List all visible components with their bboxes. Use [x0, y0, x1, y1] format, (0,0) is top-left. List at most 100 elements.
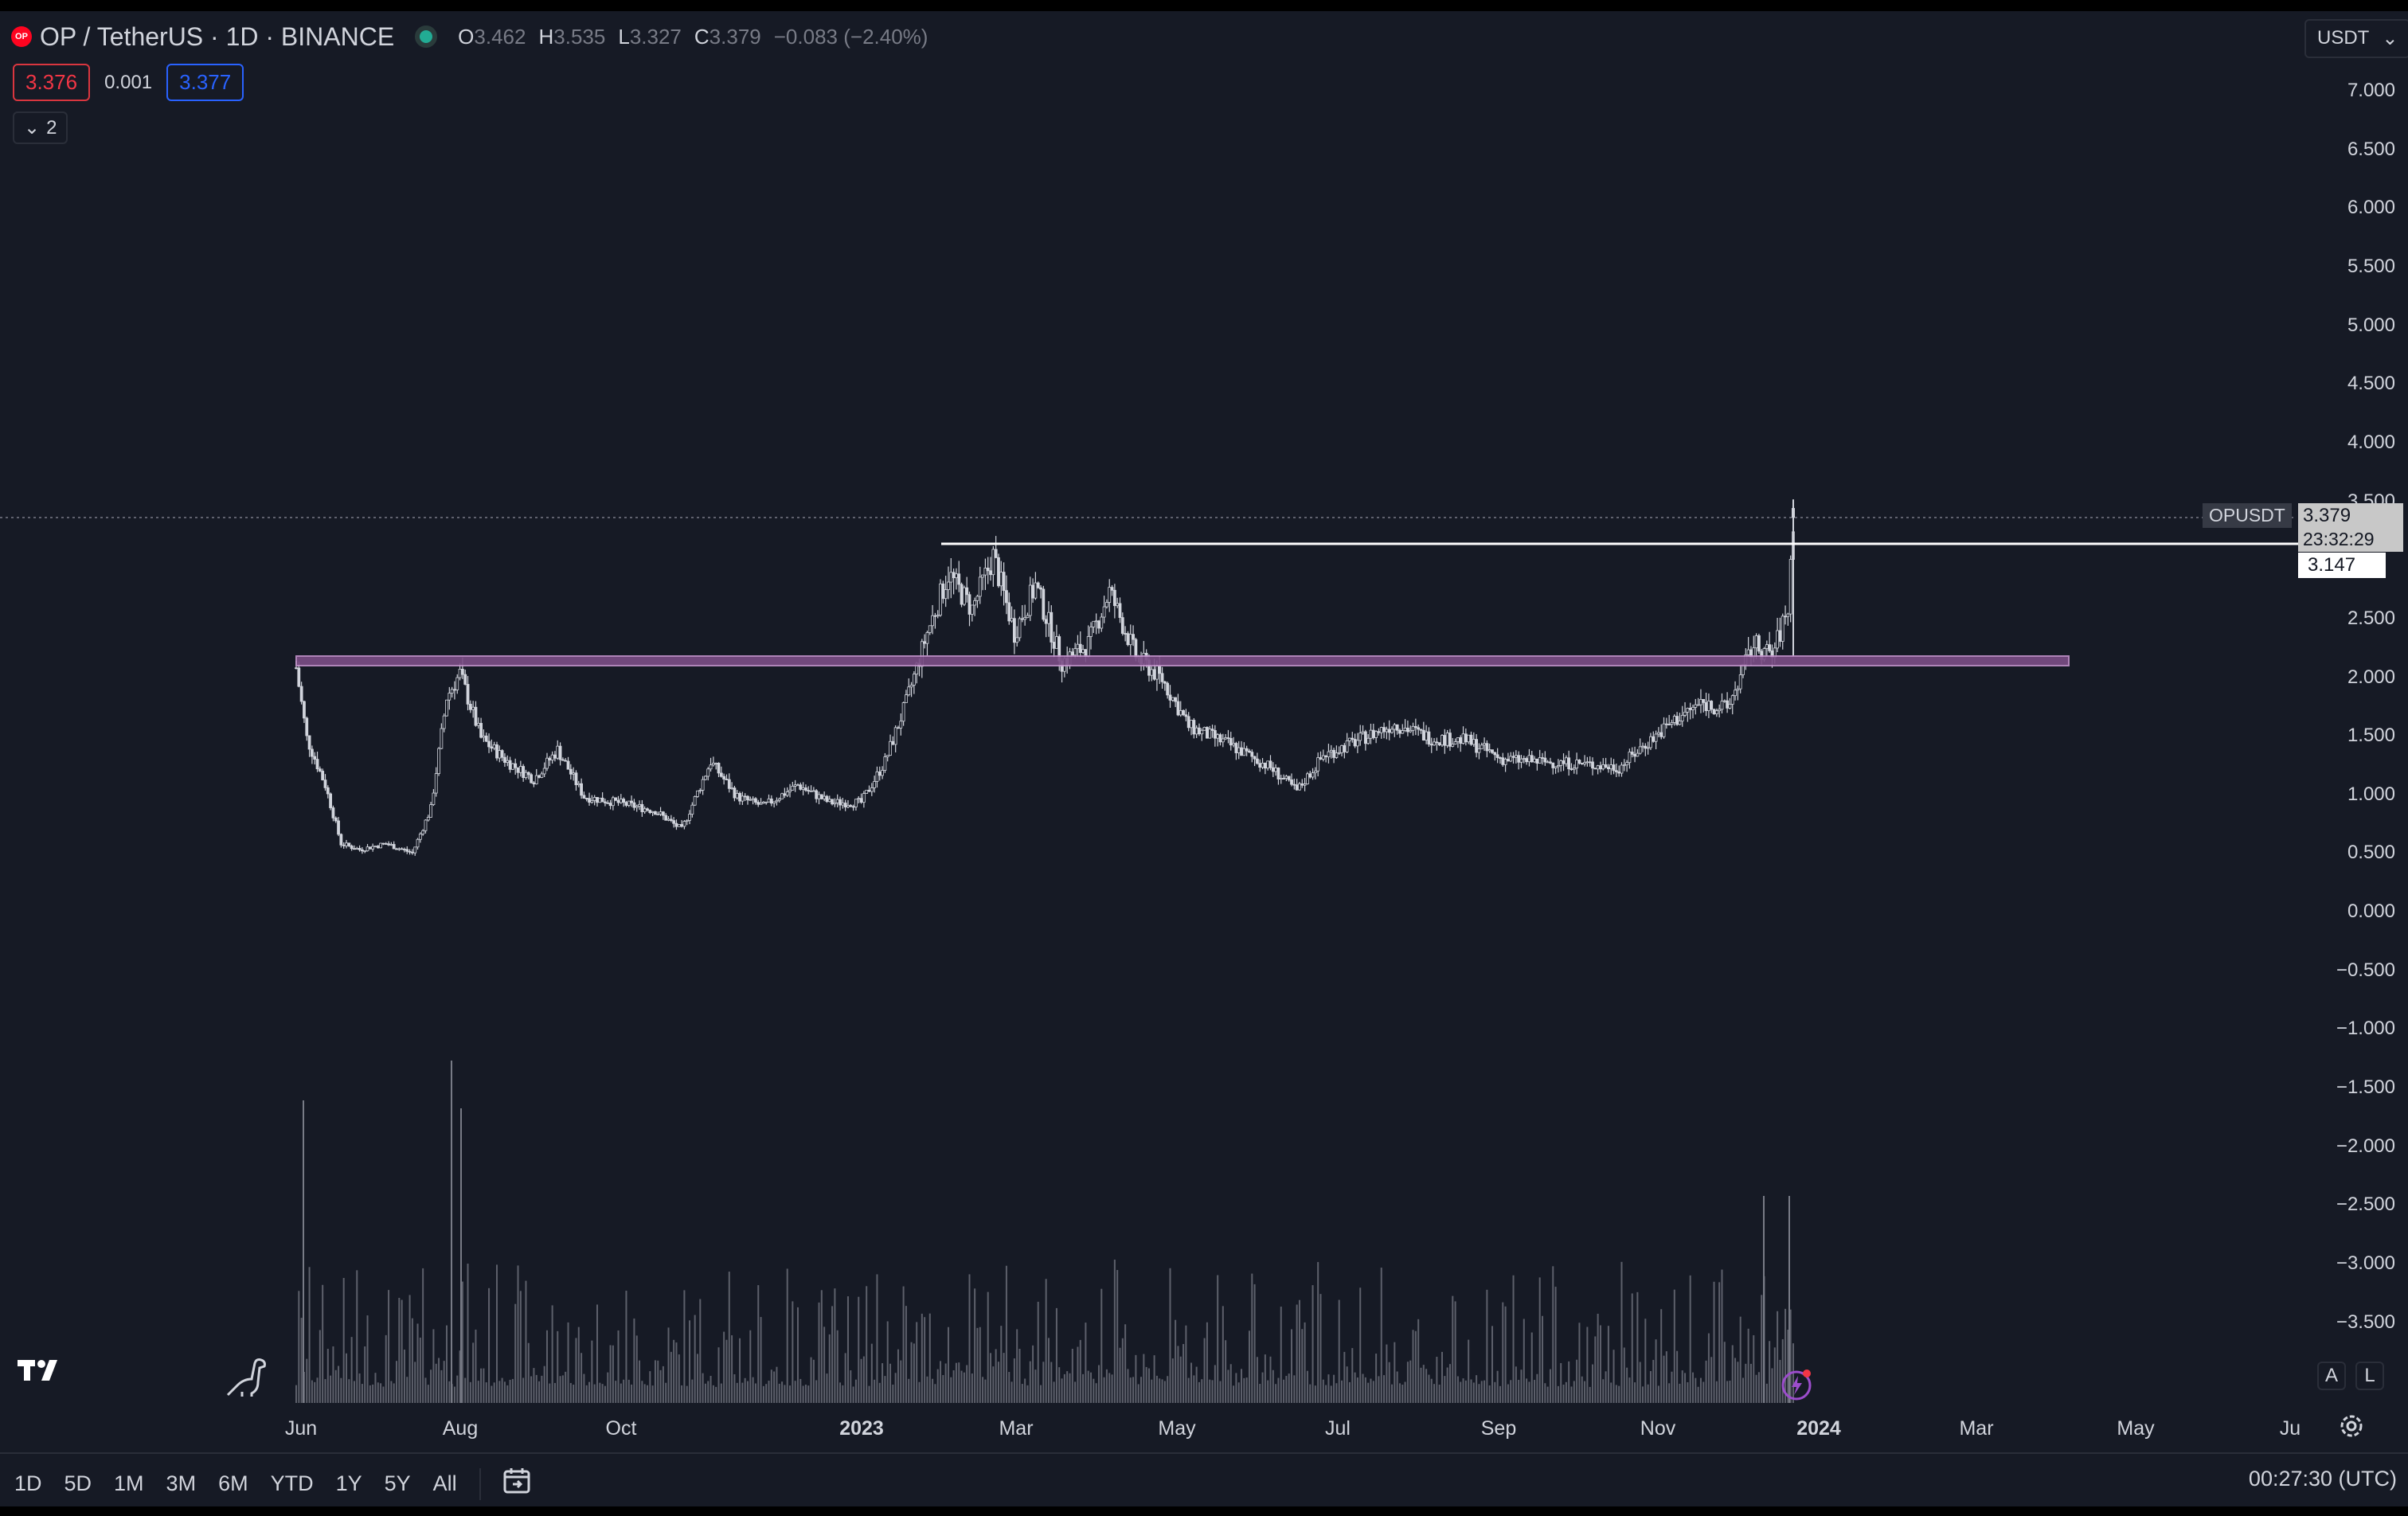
- candle-body: [376, 846, 380, 849]
- volume-bar: [741, 1382, 744, 1403]
- volume-bar: [583, 1373, 585, 1403]
- candle-body: [1081, 649, 1085, 653]
- volume-bar: [908, 1378, 910, 1403]
- candle-body: [815, 790, 819, 799]
- sell-button[interactable]: 3.376: [13, 64, 91, 101]
- volume-bar: [678, 1354, 680, 1403]
- volume-bar: [1127, 1369, 1129, 1403]
- volume-bar: [1071, 1348, 1073, 1403]
- volume-bar: [810, 1357, 812, 1403]
- range-6m[interactable]: 6M: [218, 1471, 248, 1495]
- volume-bar: [1642, 1386, 1644, 1403]
- candle-body: [321, 771, 325, 780]
- gear-icon[interactable]: [2338, 1412, 2365, 1444]
- candle-body: [1583, 762, 1586, 764]
- candle-body: [1192, 720, 1196, 735]
- volume-bar: [852, 1386, 854, 1403]
- range-ytd[interactable]: YTD: [270, 1471, 314, 1495]
- candle-body: [1110, 587, 1114, 591]
- price-axis-label: −3.500: [2336, 1311, 2395, 1333]
- candle-body: [1271, 767, 1275, 772]
- volume-bar: [781, 1381, 784, 1403]
- tradingview-logo-icon[interactable]: [18, 1357, 68, 1388]
- go-to-date-icon[interactable]: [502, 1467, 534, 1501]
- volume-bar: [1742, 1377, 1745, 1403]
- candle-body: [1078, 643, 1082, 653]
- volume-bar: [1597, 1313, 1599, 1403]
- symbol-title[interactable]: OP / TetherUS · 1D · BINANCE: [40, 21, 395, 51]
- volume-bar: [1288, 1373, 1290, 1403]
- candle-body: [1656, 732, 1660, 735]
- candle-body: [1549, 761, 1552, 764]
- candle-body: [1706, 701, 1710, 711]
- volume-bar: [1721, 1269, 1723, 1403]
- candle-body: [482, 735, 486, 738]
- candle-body: [1409, 729, 1413, 733]
- candle-body: [1546, 761, 1550, 764]
- candle-body: [1268, 760, 1272, 768]
- volume-bar: [1739, 1316, 1742, 1403]
- candle-body: [1638, 746, 1642, 754]
- candle-body: [1076, 643, 1080, 650]
- volume-bar: [549, 1383, 551, 1403]
- volume-bar: [770, 1369, 772, 1403]
- candle-body: [654, 811, 657, 815]
- range-5y[interactable]: 5Y: [384, 1471, 411, 1495]
- indicators-collapse-button[interactable]: ⌄ 2: [13, 111, 68, 144]
- candle-body: [564, 760, 568, 762]
- price-axis-label: 4.500: [2347, 373, 2395, 395]
- candle-body: [1612, 764, 1616, 772]
- volume-bar: [543, 1366, 545, 1403]
- volume-bar: [1341, 1380, 1343, 1403]
- volume-bar: [1264, 1354, 1266, 1403]
- price-chart[interactable]: [0, 11, 2408, 1444]
- volume-bar: [398, 1297, 401, 1403]
- candle-body: [1240, 747, 1243, 756]
- candle-body: [1559, 760, 1563, 766]
- buy-button[interactable]: 3.377: [166, 64, 244, 101]
- volume-bar: [416, 1323, 419, 1403]
- candle-body: [1736, 688, 1740, 691]
- candle-body: [849, 805, 853, 807]
- volume-bar: [712, 1385, 714, 1403]
- candle-body: [540, 773, 544, 778]
- candle-body: [1226, 737, 1230, 739]
- volume-bar: [604, 1385, 606, 1403]
- volume-bar: [1129, 1377, 1132, 1403]
- volume-bar: [654, 1360, 656, 1403]
- volume-bar: [338, 1366, 340, 1403]
- volume-bar: [639, 1360, 641, 1403]
- volume-bar: [844, 1353, 846, 1403]
- volume-bar: [731, 1335, 733, 1403]
- price-axis-label: 0.000: [2347, 901, 2395, 923]
- log-scale-button[interactable]: L: [2355, 1362, 2384, 1390]
- currency-selector[interactable]: USDT ⌄: [2304, 19, 2408, 58]
- range-1m[interactable]: 1M: [114, 1471, 144, 1495]
- dinosaur-icon[interactable]: [225, 1355, 269, 1404]
- candle-body: [1654, 733, 1658, 742]
- volume-bar: [464, 1377, 467, 1403]
- utc-clock[interactable]: 00:27:30 (UTC): [2248, 1467, 2397, 1491]
- flash-alert-icon[interactable]: [1781, 1366, 1816, 1405]
- candle-body: [448, 693, 452, 701]
- volume-bar: [834, 1288, 836, 1403]
- range-5d[interactable]: 5D: [64, 1471, 92, 1495]
- range-1d[interactable]: 1D: [14, 1471, 42, 1495]
- range-1y[interactable]: 1Y: [335, 1471, 362, 1495]
- volume-bar: [794, 1381, 796, 1403]
- range-3m[interactable]: 3M: [166, 1471, 197, 1495]
- candle-body: [334, 817, 338, 822]
- candle-body: [1316, 757, 1320, 772]
- volume-bar: [1277, 1377, 1280, 1403]
- spread-value: 0.001: [104, 71, 153, 93]
- auto-scale-button[interactable]: A: [2317, 1362, 2346, 1390]
- range-all[interactable]: All: [432, 1471, 457, 1495]
- volume-bar: [804, 1385, 807, 1403]
- volume-bar: [717, 1347, 720, 1403]
- volume-bar: [414, 1362, 416, 1403]
- price-axis-label: 2.000: [2347, 666, 2395, 688]
- volume-bar: [1462, 1378, 1464, 1403]
- candle-body: [326, 787, 330, 795]
- volume-bar: [1111, 1374, 1113, 1403]
- candle-body: [548, 757, 552, 760]
